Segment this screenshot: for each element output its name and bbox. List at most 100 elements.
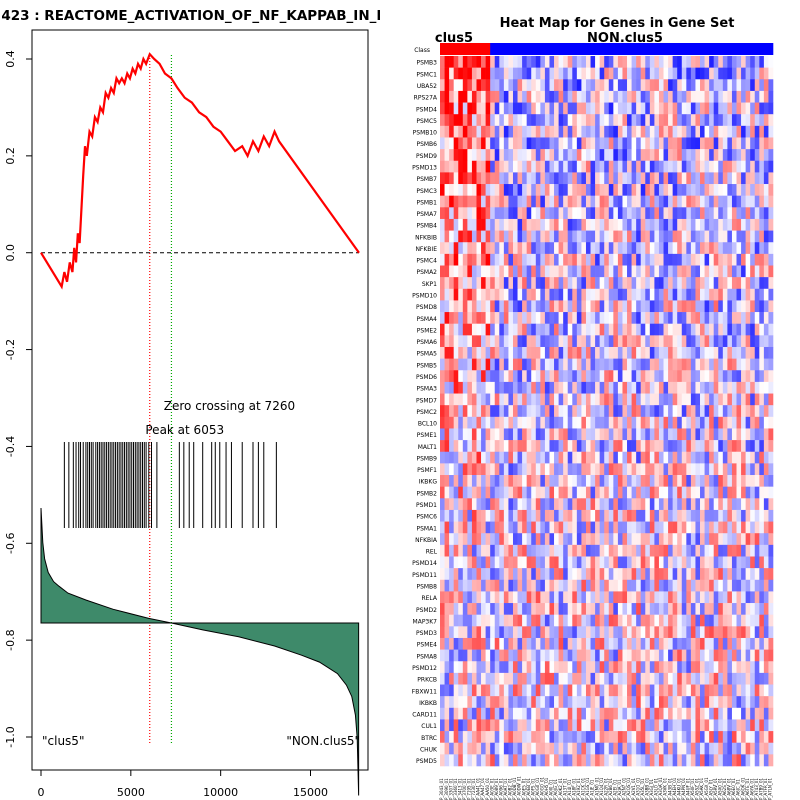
heat-cell bbox=[622, 614, 628, 627]
heat-cell bbox=[440, 533, 445, 546]
heat-cell bbox=[581, 358, 587, 371]
heat-cell bbox=[718, 79, 724, 92]
heat-cell bbox=[581, 218, 587, 231]
heat-cell bbox=[604, 393, 610, 406]
heat-cell bbox=[499, 207, 505, 220]
heat-cell bbox=[759, 79, 765, 92]
heat-cell bbox=[531, 486, 537, 499]
heat-cell bbox=[462, 323, 468, 336]
heat-cell bbox=[663, 218, 669, 231]
heat-cell bbox=[581, 102, 587, 115]
heat-cell bbox=[763, 742, 769, 755]
heat-cell bbox=[622, 160, 628, 173]
heat-cell bbox=[622, 207, 628, 220]
heat-cell bbox=[449, 253, 454, 266]
heat-cell bbox=[640, 742, 646, 755]
heat-cell bbox=[640, 626, 646, 639]
heat-cell bbox=[631, 463, 637, 476]
heat-cell bbox=[658, 603, 664, 615]
heat-cell bbox=[549, 637, 555, 650]
heat-cell bbox=[531, 312, 537, 325]
heat-cell bbox=[604, 637, 610, 650]
heat-cell bbox=[704, 521, 710, 534]
ranked-metric-area bbox=[40, 507, 360, 796]
heat-cell bbox=[467, 451, 473, 464]
heat-cell bbox=[581, 312, 587, 325]
heat-cell bbox=[567, 672, 573, 685]
heat-cell bbox=[576, 265, 582, 278]
heat-cell bbox=[440, 184, 445, 196]
heat-cell bbox=[494, 475, 500, 487]
heat-cell bbox=[736, 451, 742, 464]
heat-cell bbox=[631, 556, 637, 569]
heat-cell bbox=[649, 405, 655, 418]
heat-cell bbox=[467, 218, 473, 231]
heat-cell bbox=[727, 172, 733, 185]
heat-cell bbox=[718, 405, 724, 418]
heat-cell bbox=[531, 731, 537, 744]
heat-cell bbox=[540, 696, 546, 709]
heat-cell bbox=[722, 265, 728, 278]
heat-cell bbox=[709, 544, 714, 557]
heat-cell bbox=[576, 603, 582, 615]
group-label-non-clus5: NON.clus5 bbox=[587, 31, 663, 46]
heat-cell bbox=[663, 207, 669, 220]
heat-cell bbox=[471, 358, 477, 371]
heat-cell bbox=[604, 137, 610, 150]
heat-cell bbox=[754, 335, 760, 348]
heat-cell bbox=[522, 137, 527, 150]
heat-cell bbox=[576, 556, 582, 569]
heat-cell bbox=[759, 742, 765, 755]
heat-cell bbox=[590, 661, 596, 674]
heat-cell bbox=[700, 719, 705, 732]
heat-cell bbox=[544, 125, 550, 138]
heat-cell bbox=[727, 754, 733, 767]
heat-cell bbox=[681, 242, 687, 255]
heat-cell bbox=[576, 393, 582, 406]
heat-cell bbox=[700, 544, 705, 557]
heat-cell bbox=[549, 626, 555, 639]
heat-cell bbox=[645, 207, 651, 220]
heat-cell bbox=[585, 393, 591, 406]
heat-cell bbox=[672, 509, 678, 522]
heat-cell bbox=[467, 556, 473, 569]
heat-cell bbox=[622, 707, 628, 720]
heat-cell bbox=[567, 661, 573, 674]
heat-cell bbox=[462, 544, 468, 557]
heat-cell bbox=[718, 428, 724, 441]
heat-cell bbox=[754, 719, 760, 732]
heat-cell bbox=[713, 381, 719, 394]
heat-cell bbox=[512, 125, 518, 138]
heat-cell bbox=[522, 230, 527, 243]
heat-cell bbox=[485, 346, 491, 359]
heat-cell bbox=[590, 509, 596, 522]
heat-cell bbox=[440, 265, 445, 278]
heat-cell bbox=[759, 277, 765, 290]
heat-cell bbox=[494, 300, 500, 313]
heat-cell bbox=[736, 195, 742, 208]
heat-cell bbox=[481, 370, 486, 383]
heat-cell bbox=[444, 637, 450, 650]
heat-cell bbox=[585, 335, 591, 348]
heat-cell bbox=[608, 160, 614, 173]
heat-cell bbox=[590, 195, 596, 208]
heat-cell bbox=[508, 742, 514, 755]
heat-cell bbox=[599, 370, 605, 383]
heat-cell bbox=[613, 544, 619, 557]
heat-cell bbox=[490, 475, 496, 487]
heat-cell bbox=[512, 102, 518, 115]
heat-cell bbox=[494, 428, 500, 441]
heat-cell bbox=[668, 346, 673, 359]
heat-cell bbox=[440, 114, 445, 127]
heat-cell bbox=[549, 312, 555, 325]
heat-cell bbox=[727, 696, 733, 709]
heat-cell bbox=[700, 475, 705, 487]
sample-label: P_A6TE_01 bbox=[745, 778, 750, 800]
heat-cell bbox=[759, 230, 765, 243]
heat-cell bbox=[713, 509, 719, 522]
heat-cell bbox=[627, 381, 632, 394]
heat-cell bbox=[440, 684, 445, 697]
heat-cell bbox=[654, 370, 660, 383]
heat-cell bbox=[681, 649, 687, 662]
heat-cell bbox=[763, 358, 769, 371]
